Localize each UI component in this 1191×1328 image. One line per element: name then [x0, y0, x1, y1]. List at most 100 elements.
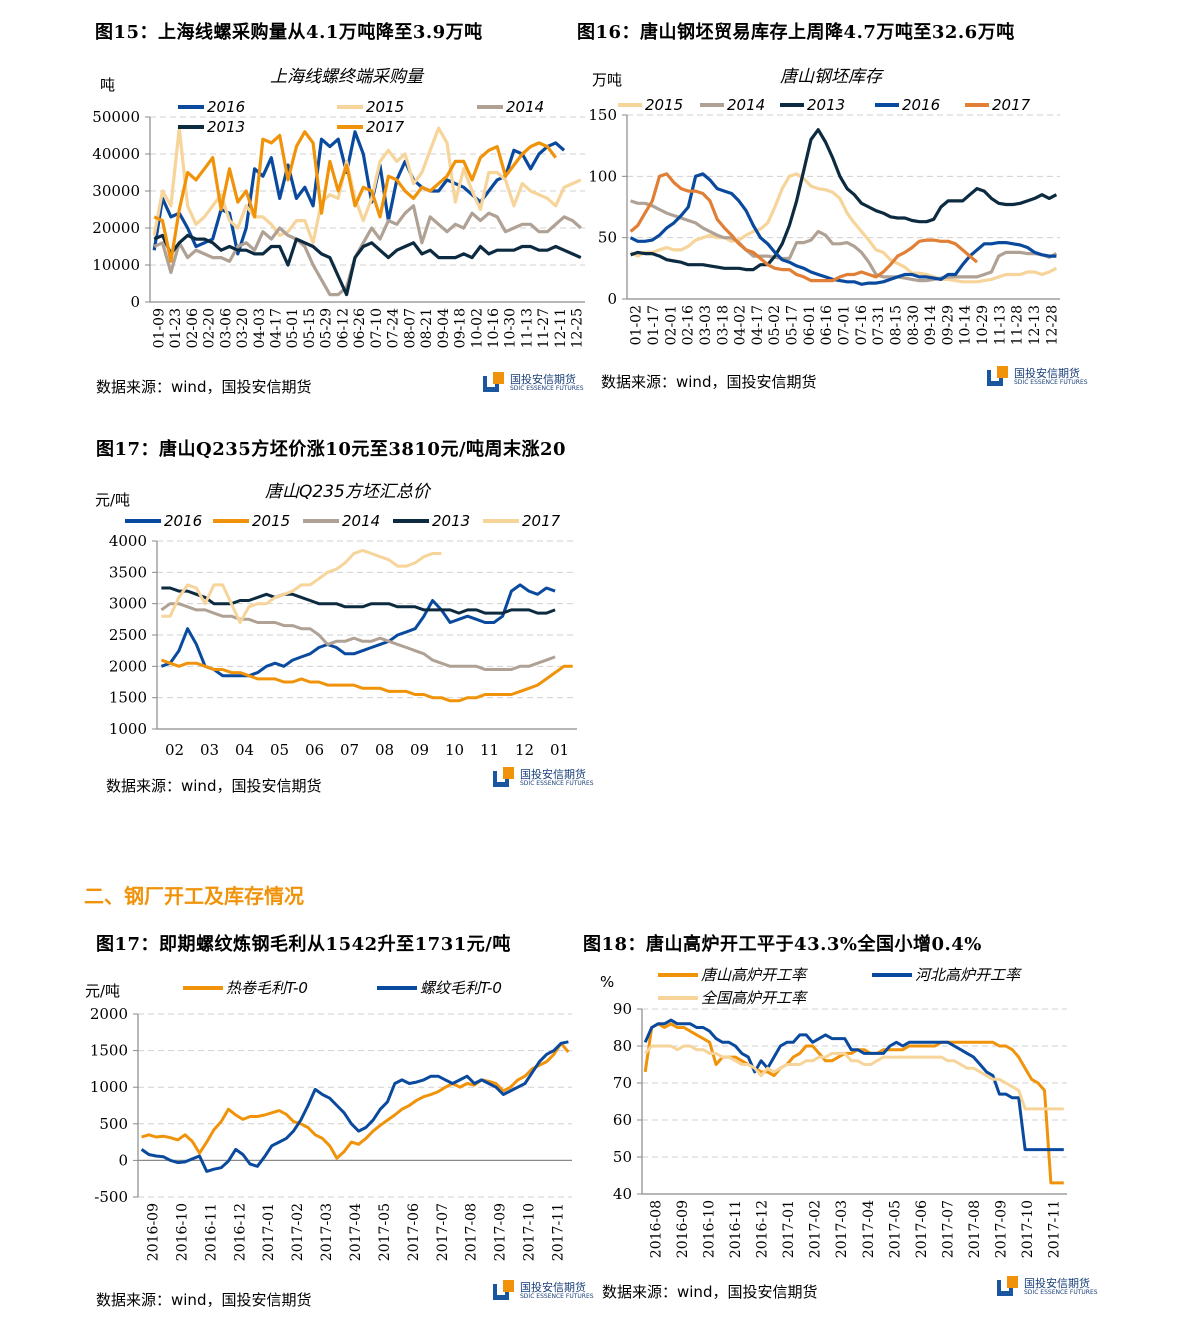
- x-tick-label: 10-29: [975, 305, 991, 345]
- y-axis-unit: 万吨: [592, 71, 622, 89]
- legend-label: 2015: [252, 512, 290, 530]
- x-tick-label: 08: [375, 741, 394, 759]
- x-tick-label: 08-07: [402, 308, 418, 348]
- legend-label: 2014: [727, 96, 765, 114]
- logo-cn-text: 国投安信期货: [520, 768, 586, 781]
- x-tick-label: 04-17: [268, 308, 284, 348]
- y-tick-label: -500: [94, 1188, 128, 1206]
- x-tick-label: 08-30: [906, 305, 922, 345]
- x-tick-label: 07-01: [837, 305, 853, 345]
- y-tick-label: 2000: [90, 1005, 128, 1023]
- x-tick-label: 04-02: [733, 305, 749, 345]
- legend-label: 唐山高炉开工率: [701, 966, 808, 984]
- x-tick-label: 12-25: [570, 308, 586, 348]
- y-tick-label: 100: [588, 167, 617, 185]
- x-tick-label: 01: [550, 741, 569, 759]
- x-tick-label: 07: [340, 741, 359, 759]
- y-tick-label: 50: [598, 229, 617, 247]
- x-tick-label: 2016-09: [145, 1203, 161, 1261]
- x-tick-label: 2017-02: [808, 1200, 824, 1258]
- y-tick-label: 0: [130, 293, 140, 311]
- x-tick-label: 2016-10: [174, 1203, 190, 1261]
- x-tick-label: 01-23: [168, 308, 184, 348]
- x-tick-label: 02-16: [681, 305, 697, 345]
- x-tick-label: 01-02: [629, 305, 645, 345]
- legend-label: 2016: [164, 512, 202, 530]
- x-tick-label: 05-02: [767, 305, 783, 345]
- chart-legend: 2015 2014 2013 2016 2017: [618, 96, 1031, 114]
- y-tick-label: 40000: [92, 145, 140, 163]
- x-tick-label: 07-16: [854, 305, 870, 345]
- y-tick-label: 1000: [90, 1078, 128, 1096]
- x-tick-label: 07-31: [871, 305, 887, 345]
- logo-mark-icon: [493, 767, 515, 787]
- x-tick-label: 09-18: [453, 308, 469, 348]
- legend-label: 2016: [902, 96, 940, 114]
- logo-cn-text: 国投安信期货: [1024, 1277, 1090, 1290]
- x-tick-label: 2017-06: [406, 1203, 422, 1261]
- legend-label: 2013: [807, 96, 845, 114]
- data-source-note: 数据来源：wind，国投安信期货: [602, 1283, 818, 1301]
- series-line-螺纹毛利T-0: [140, 1040, 569, 1173]
- chart-legend: 2016 2015 2014 2013 2017: [125, 512, 561, 530]
- x-tick-label: 05-15: [302, 308, 318, 348]
- chart-title: 上海线螺终端采购量: [270, 67, 425, 87]
- x-tick-label: 08-21: [419, 308, 435, 348]
- x-tick-label: 12-11: [553, 308, 569, 348]
- series-line-热卷毛利T-0: [141, 1041, 570, 1160]
- legend-label: 2016: [207, 98, 245, 116]
- legend-label: 螺纹毛利T-0: [420, 979, 502, 997]
- y-tick-label: 60: [613, 1111, 632, 1129]
- legend-label: 2015: [645, 96, 683, 114]
- y-tick-label: 20000: [92, 219, 140, 237]
- legend-label: 2015: [366, 98, 404, 116]
- legend-label: 热卷毛利T-0: [226, 979, 308, 997]
- x-tick-label: 2017-08: [967, 1200, 983, 1258]
- logo-en-text: SDIC ESSENCE FUTURES: [520, 1293, 594, 1300]
- chart-shanghai-rebar-purchase: 上海线螺终端采购量 吨 0 10000 20000 30000 40000 50000 01-0…: [80, 60, 600, 380]
- y-axis-unit: %: [600, 973, 614, 991]
- series-line-2017: [161, 548, 442, 624]
- x-tick-label: 04-03: [252, 308, 268, 348]
- x-tick-label: 2016-12: [755, 1200, 771, 1258]
- x-tick-label: 2017-11: [1047, 1200, 1063, 1258]
- x-tick-label: 11-27: [536, 308, 552, 348]
- x-tick-label: 2016-11: [203, 1203, 219, 1261]
- x-tick-label: 2017-07: [940, 1200, 956, 1258]
- figure-17-margin-title: 图17：即期螺纹炼钢毛利从1542升至1731元/吨: [96, 934, 511, 955]
- series-line-2013: [153, 233, 582, 297]
- chart-title: 唐山Q235方坯汇总价: [265, 482, 432, 502]
- x-tick-label: 12-28: [1044, 305, 1060, 345]
- figure-15-title: 图15：上海线螺采购量从4.1万吨降至3.9万吨: [95, 22, 483, 43]
- chart-svg: 上海线螺终端采购量 吨 0 10000 20000 30000 40000 50000 01-0…: [92, 67, 586, 348]
- legend-label: 2017: [522, 512, 561, 530]
- x-tick-label: 10-14: [958, 305, 974, 345]
- legend-label: 2017: [366, 118, 405, 136]
- chart-legend: 热卷毛利T-0 螺纹毛利T-0: [183, 979, 502, 997]
- chart-tangshan-billet-inventory: 唐山钢坯库存 万吨 0 50 100 150 01-02 01-17 02-01 02-16 03-…: [588, 60, 1100, 380]
- x-tick-label: 08-15: [888, 305, 904, 345]
- chart-tangshan-q235-price: 唐山Q235方坯汇总价 元/吨 1000 1500 2000 2500 3000 3500 40…: [80, 475, 600, 765]
- y-tick-label: 2000: [109, 657, 147, 675]
- x-tick-label: 11-13: [992, 305, 1008, 345]
- chart-svg: 唐山Q235方坯汇总价 元/吨 1000 1500 2000 2500 3000 3500 40…: [95, 482, 577, 759]
- series-line-2016: [160, 583, 556, 678]
- series-line-2015: [160, 658, 573, 703]
- x-tick-label: 2016-11: [728, 1200, 744, 1258]
- x-tick-label: 2017-08: [464, 1203, 480, 1261]
- logo-en-text: SDIC ESSENCE FUTURES: [510, 385, 584, 392]
- x-tick-label: 05-17: [785, 305, 801, 345]
- x-tick-label: 03: [200, 741, 219, 759]
- x-tick-label: 2017-07: [435, 1203, 451, 1261]
- y-tick-label: 1000: [109, 720, 147, 738]
- logo-mark-icon: [493, 1280, 515, 1300]
- x-tick-label: 2017-03: [319, 1203, 335, 1261]
- chart-title: 唐山钢坯库存: [780, 67, 884, 87]
- y-tick-label: 4000: [109, 532, 147, 550]
- logo-mark-icon: [483, 372, 505, 392]
- x-tick-label: 11-28: [1010, 305, 1026, 345]
- x-tick-label: 07-24: [386, 308, 402, 348]
- x-tick-label: 04: [235, 741, 254, 759]
- y-axis-unit: 元/吨: [95, 491, 130, 509]
